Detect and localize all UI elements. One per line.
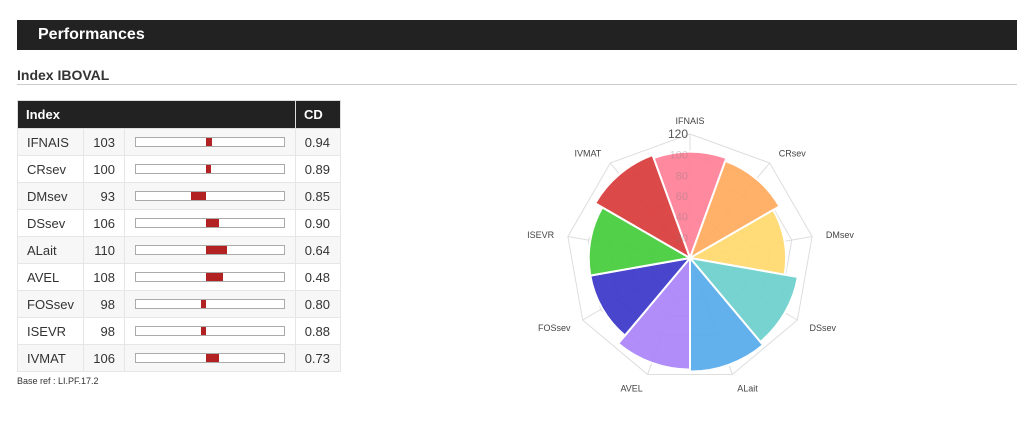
index-name-cell: ISEVR — [17, 317, 84, 345]
index-name-cell: DSsev — [17, 209, 84, 237]
index-value-cell: 98 — [83, 317, 125, 345]
sector-ivmat[interactable] — [593, 153, 692, 261]
cd-value-cell: 0.64 — [295, 236, 341, 264]
index-bar-cell — [124, 236, 296, 264]
index-bar — [135, 164, 285, 174]
table-row: IVMAT 106 0.73 — [17, 344, 341, 372]
category-label: AVEL — [620, 384, 642, 394]
index-value-cell: 93 — [83, 182, 125, 210]
cd-value-cell: 0.73 — [295, 344, 341, 372]
category-label: DSsev — [810, 323, 837, 333]
category-label: ALait — [737, 384, 758, 394]
sector-avel[interactable] — [616, 255, 691, 371]
index-bar — [135, 353, 285, 363]
table-row: AVEL 108 0.48 — [17, 263, 341, 291]
index-value-cell: 103 — [83, 128, 125, 156]
index-name-cell: ALait — [17, 236, 84, 264]
category-label: ISEVR — [527, 230, 555, 240]
index-value-cell: 106 — [83, 344, 125, 372]
index-bar-fill — [201, 300, 206, 308]
category-label: IFNAIS — [675, 116, 704, 126]
index-bar-cell — [124, 344, 296, 372]
sector-dssev[interactable] — [687, 256, 800, 344]
table-row: ALait 110 0.64 — [17, 236, 341, 264]
sector-crsev[interactable] — [688, 159, 781, 261]
sector-alait[interactable] — [689, 255, 765, 373]
radial-tick-label: 60 — [676, 191, 688, 203]
header-title: Performances — [38, 26, 145, 43]
index-bar — [135, 245, 285, 255]
sector-fossev[interactable] — [589, 256, 693, 337]
index-bar-cell — [124, 128, 296, 156]
cd-value-cell: 0.85 — [295, 182, 341, 210]
grid-ring — [567, 133, 813, 376]
index-bar-fill — [191, 192, 206, 200]
index-bar — [135, 326, 285, 336]
index-bar — [135, 191, 285, 201]
section-title: Index IBOVAL — [17, 67, 110, 83]
index-bar-cell — [124, 290, 296, 318]
sector-dmsev[interactable] — [687, 208, 788, 276]
cd-value-cell: 0.94 — [295, 128, 341, 156]
radial-tick-label: 120 — [668, 127, 688, 141]
index-value-cell: 100 — [83, 155, 125, 183]
table-row: IFNAIS 103 0.94 — [17, 128, 341, 156]
index-table: Index CD IFNAIS 103 0.94 CRsev 100 0.89 DMsev 9… — [17, 100, 341, 372]
performances-header: Performances — [17, 20, 1017, 50]
cd-value-cell: 0.88 — [295, 317, 341, 345]
cd-value-cell: 0.48 — [295, 263, 341, 291]
cd-value-cell: 0.90 — [295, 209, 341, 237]
index-bar-cell — [124, 317, 296, 345]
table-row: CRsev 100 0.89 — [17, 155, 341, 183]
index-value-cell: 98 — [83, 290, 125, 318]
table-row: ISEVR 98 0.88 — [17, 317, 341, 345]
index-column-header: Index — [17, 100, 296, 129]
index-bar-cell — [124, 155, 296, 183]
category-label: IVMAT — [574, 148, 601, 158]
index-bar-fill — [206, 273, 223, 281]
index-bar — [135, 218, 285, 228]
category-label: FOSsev — [538, 323, 571, 333]
index-bar-fill — [206, 354, 219, 362]
table-row: FOSsev 98 0.80 — [17, 290, 341, 318]
table-header-row: Index CD — [17, 100, 341, 129]
index-value-cell: 108 — [83, 263, 125, 291]
index-bar-fill — [201, 327, 206, 335]
index-value-cell: 110 — [83, 236, 125, 264]
index-name-cell: FOSsev — [17, 290, 84, 318]
radial-tick-label: 40 — [676, 212, 688, 224]
index-name-cell: AVEL — [17, 263, 84, 291]
sector-ifnais[interactable] — [652, 150, 728, 261]
base-reference: Base ref : LI.PF.17.2 — [17, 376, 99, 386]
cd-value-cell: 0.89 — [295, 155, 341, 183]
table-body: IFNAIS 103 0.94 CRsev 100 0.89 DMsev 93 0.85 DSse… — [17, 128, 341, 372]
sector-isevr[interactable] — [587, 206, 693, 277]
category-label: CRsev — [779, 148, 807, 158]
cd-value-cell: 0.80 — [295, 290, 341, 318]
index-bar-cell — [124, 209, 296, 237]
index-bar-fill — [206, 246, 227, 254]
index-name-cell: DMsev — [17, 182, 84, 210]
radial-tick-label: 100 — [670, 150, 688, 162]
index-bar-cell — [124, 263, 296, 291]
radial-tick-label: 80 — [676, 170, 688, 182]
section-divider — [17, 84, 1017, 85]
index-bar — [135, 299, 285, 309]
index-bar-fill — [206, 138, 213, 146]
index-bar-fill — [206, 165, 211, 173]
index-bar-fill — [206, 219, 219, 227]
category-label: DMsev — [826, 230, 855, 240]
cd-column-header: CD — [295, 100, 341, 129]
table-row: DSsev 106 0.90 — [17, 209, 341, 237]
radial-tick-label: 20 — [676, 232, 688, 244]
index-name-cell: IFNAIS — [17, 128, 84, 156]
index-bar — [135, 272, 285, 282]
index-bar — [135, 137, 285, 147]
index-value-cell: 106 — [83, 209, 125, 237]
